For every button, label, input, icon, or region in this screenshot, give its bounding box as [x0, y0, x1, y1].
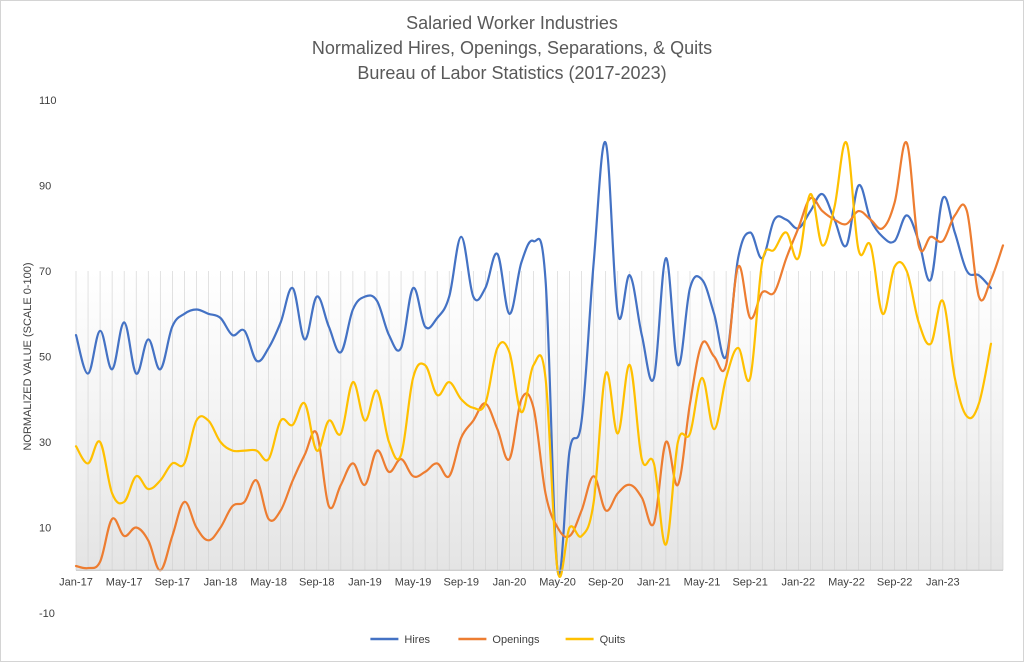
y-axis-title: NORMALIZED VALUE (SCALE 0-100) [22, 262, 34, 450]
x-tick-label: Sep-20 [588, 576, 623, 588]
x-tick-label: Jan-21 [637, 576, 671, 588]
y-tick-label: 50 [39, 352, 51, 364]
x-tick-label: May-22 [828, 576, 865, 588]
plot-area [76, 271, 1003, 571]
x-tick-label: Sep-17 [155, 576, 190, 588]
chart-title-line-1: Salaried Worker Industries [406, 13, 618, 33]
x-tick-label: May-19 [395, 576, 432, 588]
x-tick-label: Sep-19 [444, 576, 479, 588]
legend-label-openings: Openings [492, 634, 540, 646]
x-tick-label: May-21 [684, 576, 721, 588]
y-tick-label: 30 [39, 437, 51, 449]
x-tick-label: Jan-18 [204, 576, 238, 588]
x-tick-label: Sep-22 [877, 576, 912, 588]
chart-title-line-2: Normalized Hires, Openings, Separations,… [311, 38, 713, 58]
vertical-gridlines [75, 271, 1004, 571]
y-tick-label: 70 [39, 266, 51, 278]
x-tick-label: Jan-19 [348, 576, 382, 588]
chart-title-line-3: Bureau of Labor Statistics (2017-2023) [357, 63, 667, 83]
x-tick-label: Jan-17 [59, 576, 93, 588]
x-tick-label: Jan-23 [926, 576, 960, 588]
y-tick-label: 110 [39, 95, 57, 107]
x-tick-label: Jan-20 [493, 576, 527, 588]
series-line-hires [74, 141, 993, 576]
legend: Hires Openings Quits [370, 634, 626, 646]
x-axis: Jan-17 May-17 Sep-17 Jan-18 May-18 Sep-18 Jan-… [59, 569, 1003, 588]
x-tick-label: Sep-21 [732, 576, 767, 588]
x-tick-label: May-20 [539, 576, 576, 588]
x-tick-label: May-17 [106, 576, 143, 588]
y-axis: -10 10 30 50 70 90 110 [39, 95, 57, 620]
legend-label-quits: Quits [600, 634, 626, 646]
x-tick-label: May-18 [250, 576, 287, 588]
x-tick-label: Sep-18 [299, 576, 334, 588]
y-tick-label: 90 [39, 181, 51, 193]
series-layer [74, 141, 1005, 578]
series-line-openings [74, 141, 1005, 572]
y-tick-label: -10 [39, 608, 55, 620]
y-tick-label: 10 [39, 523, 51, 535]
legend-label-hires: Hires [404, 634, 430, 646]
x-tick-label: Jan-22 [782, 576, 816, 588]
series-line-quits [74, 141, 993, 578]
